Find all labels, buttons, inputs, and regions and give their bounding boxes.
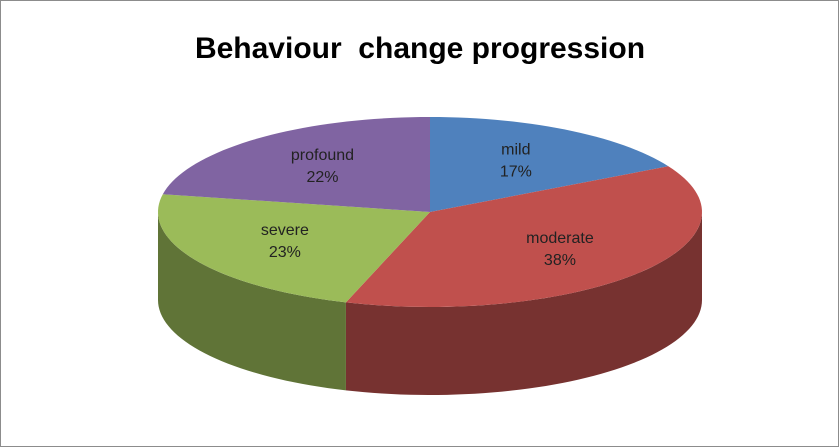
slice-category-label: profound — [291, 147, 354, 164]
slice-value-label: 22% — [306, 169, 338, 186]
slice — [158, 194, 430, 303]
slice-category-label: severe — [261, 222, 309, 239]
slice — [162, 117, 430, 212]
slice-side — [158, 212, 346, 391]
slice — [430, 117, 669, 212]
slice-value-label: 23% — [269, 244, 301, 261]
chart-title: Behaviour change progression — [195, 32, 645, 65]
slice-category-label: mild — [501, 142, 530, 159]
slice — [345, 166, 702, 307]
slice-value-label: 38% — [544, 252, 576, 269]
slice-side — [345, 212, 702, 395]
slice-category-label: moderate — [526, 230, 594, 247]
slice-value-label: 17% — [500, 164, 532, 181]
